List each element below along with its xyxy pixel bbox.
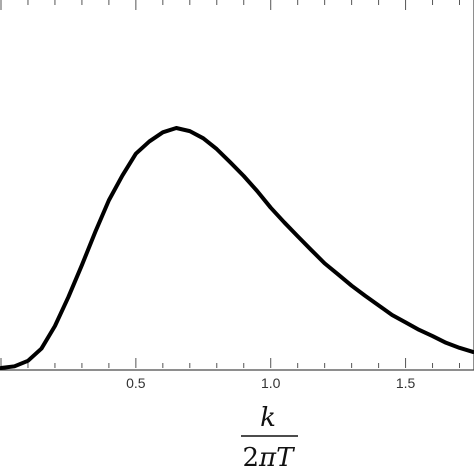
x-tick-label: 1.5 [396,375,416,391]
top-ticks [0,0,461,10]
x-axis-label-denominator: 2πT [243,443,296,473]
x-axis-label-denominator-variable: T [276,443,295,473]
x-tick-labels: 0.5 1.0 1.5 [126,375,415,391]
bottom-ticks [0,358,461,368]
x-axis-label-numerator: k [260,403,276,433]
series-line [0,126,474,370]
x-axis-label: k 2πT [241,403,298,473]
x-tick-label: 0.5 [126,375,146,391]
x-tick-label: 1.0 [261,375,281,391]
x-axis-label-denominator-coefficient: 2 [243,443,260,473]
plot-frame [0,0,474,371]
x-axis-label-denominator-pi: π [258,443,277,473]
